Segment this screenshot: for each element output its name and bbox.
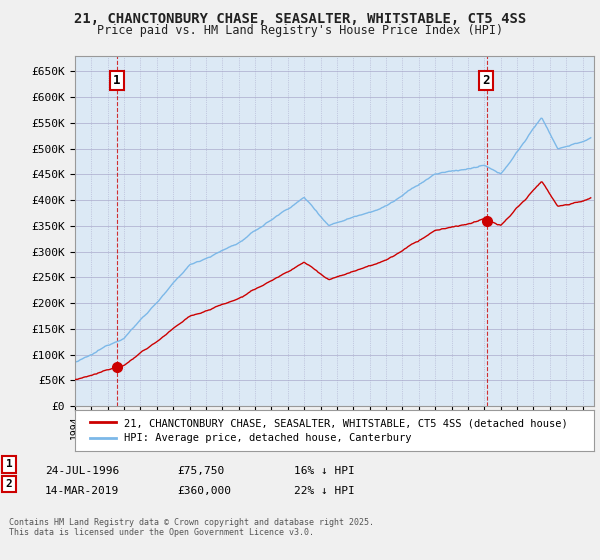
Legend: 21, CHANCTONBURY CHASE, SEASALTER, WHITSTABLE, CT5 4SS (detached house), HPI: Av: 21, CHANCTONBURY CHASE, SEASALTER, WHITS… — [85, 414, 572, 447]
Text: 2: 2 — [5, 479, 13, 489]
Text: 22% ↓ HPI: 22% ↓ HPI — [294, 486, 355, 496]
Text: 14-MAR-2019: 14-MAR-2019 — [45, 486, 119, 496]
Text: 21, CHANCTONBURY CHASE, SEASALTER, WHITSTABLE, CT5 4SS: 21, CHANCTONBURY CHASE, SEASALTER, WHITS… — [74, 12, 526, 26]
Text: 2: 2 — [482, 74, 490, 87]
Text: Price paid vs. HM Land Registry's House Price Index (HPI): Price paid vs. HM Land Registry's House … — [97, 24, 503, 36]
Text: 1: 1 — [113, 74, 121, 87]
Text: Contains HM Land Registry data © Crown copyright and database right 2025.
This d: Contains HM Land Registry data © Crown c… — [9, 518, 374, 538]
Text: 16% ↓ HPI: 16% ↓ HPI — [294, 466, 355, 476]
Text: 24-JUL-1996: 24-JUL-1996 — [45, 466, 119, 476]
Text: 1: 1 — [5, 459, 13, 469]
Text: £360,000: £360,000 — [177, 486, 231, 496]
Text: £75,750: £75,750 — [177, 466, 224, 476]
